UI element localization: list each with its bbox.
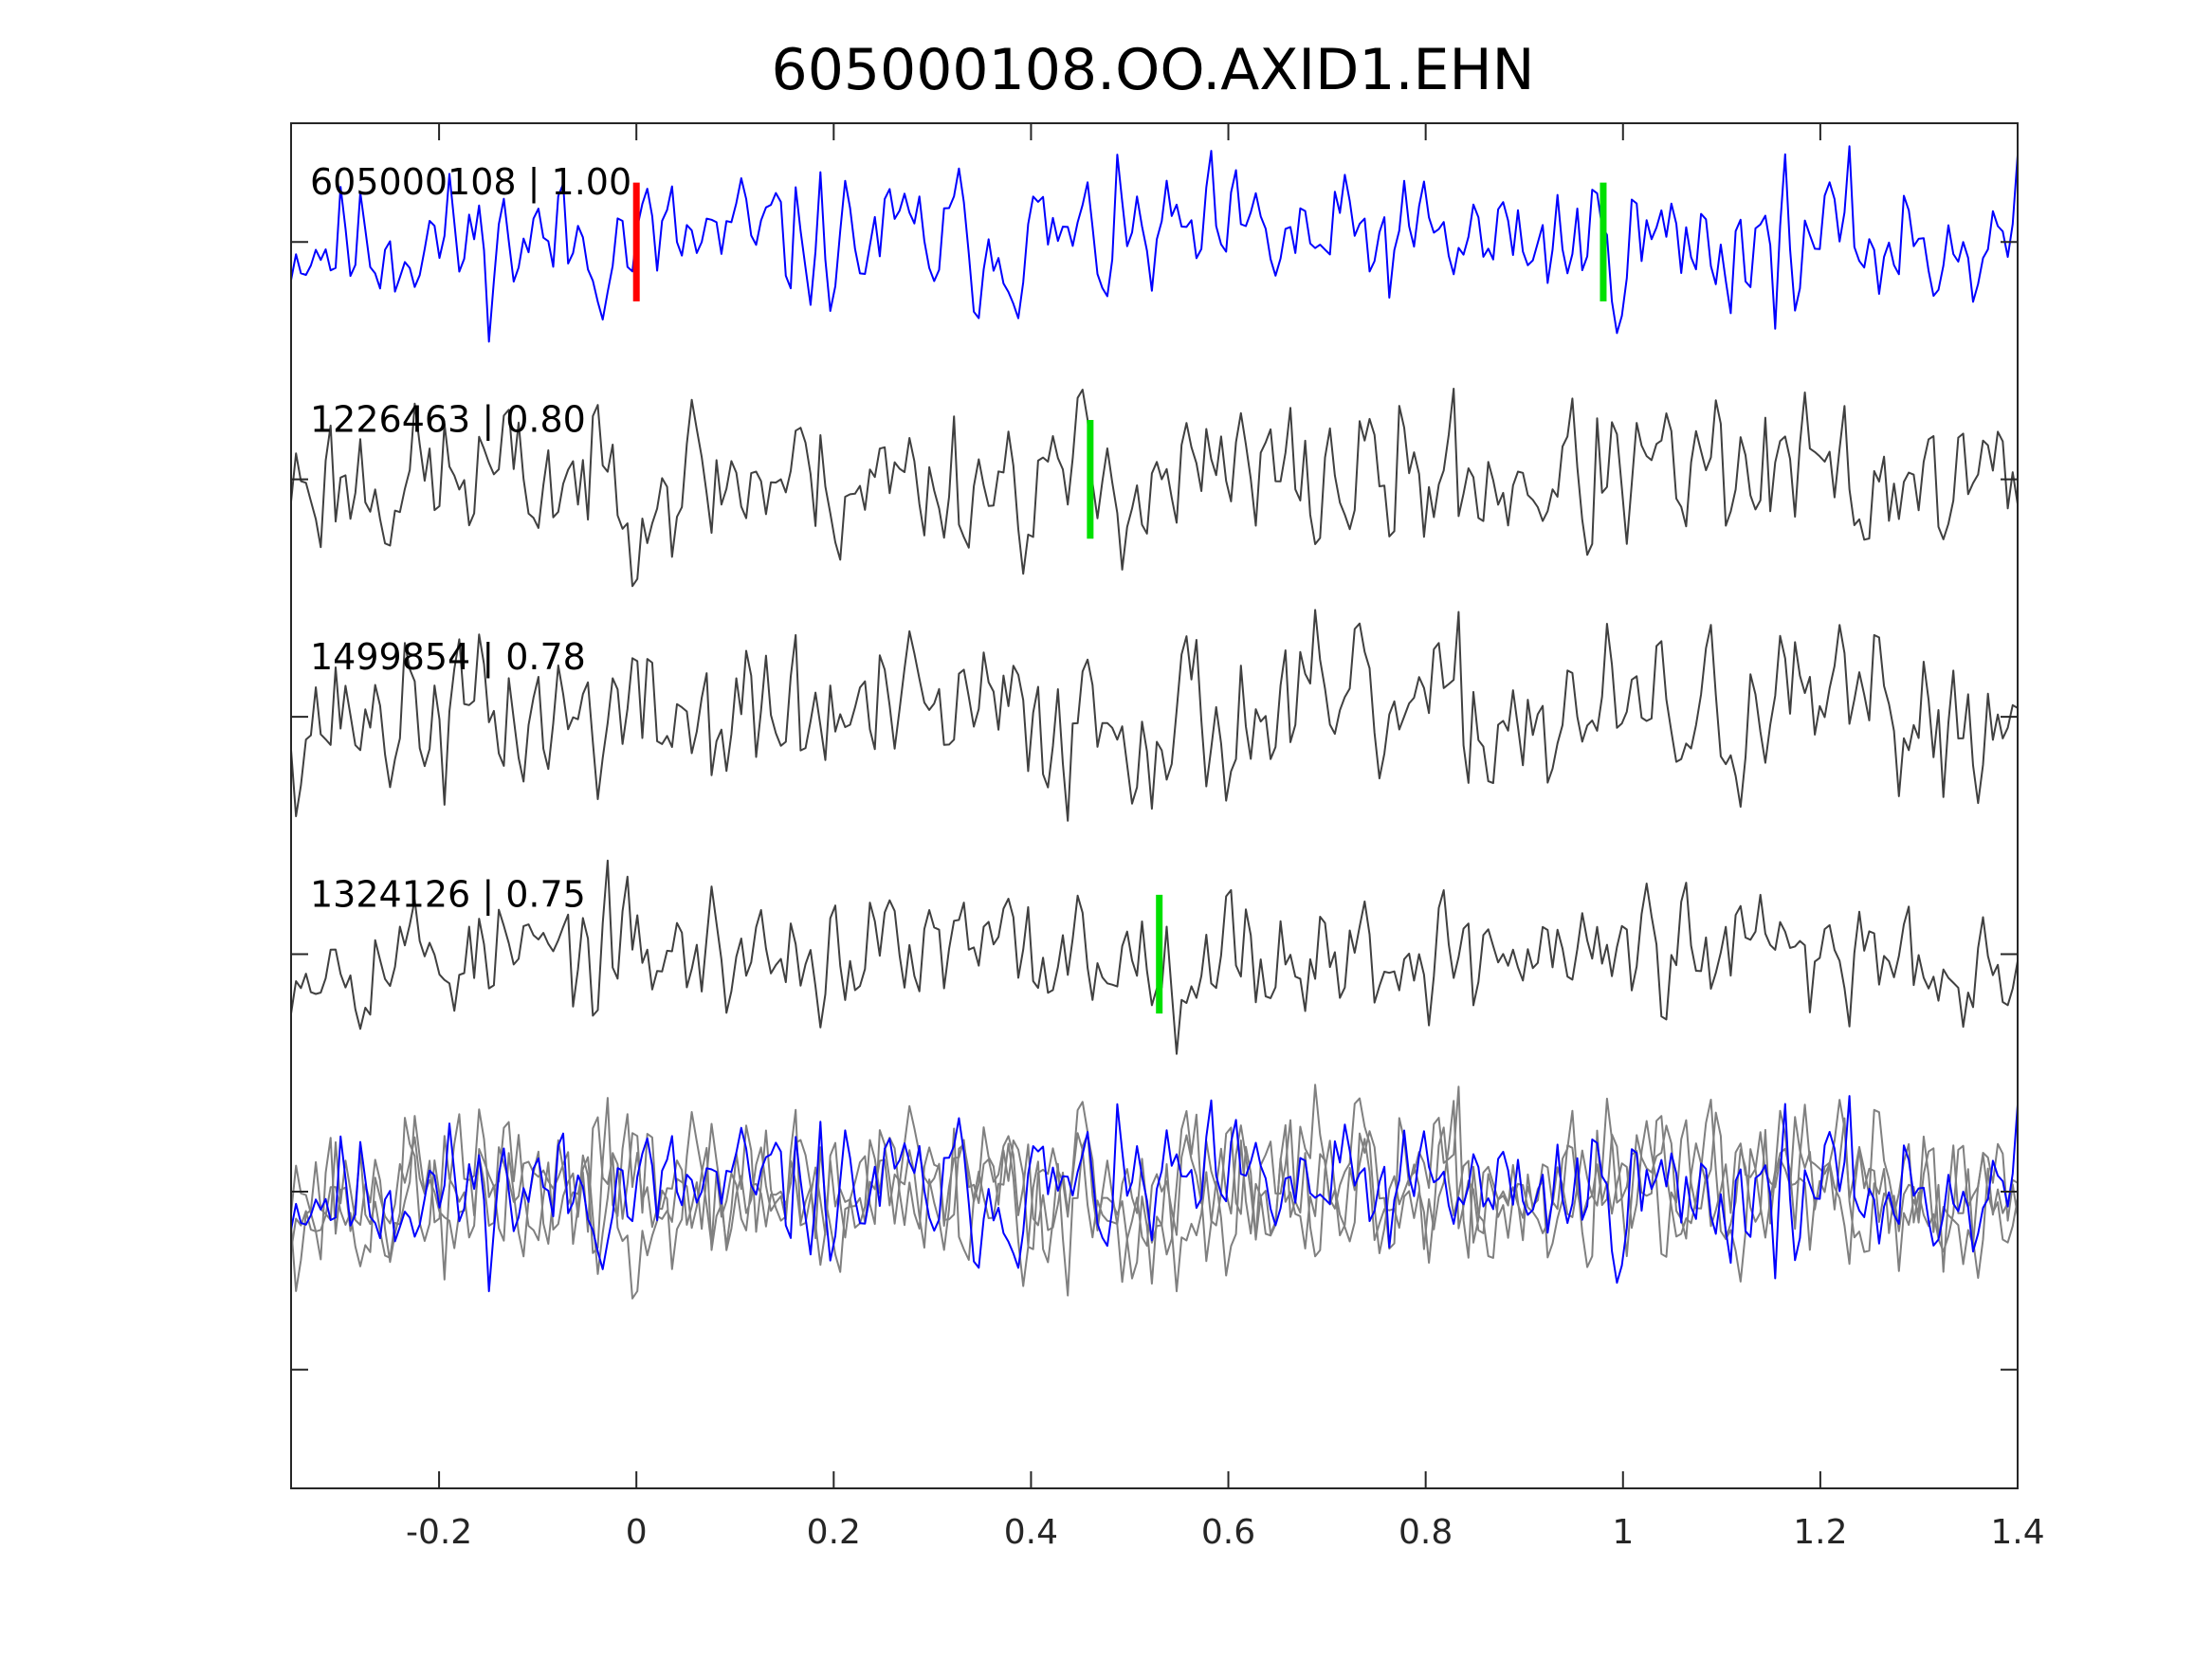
trace-label-3: 1499854 | 0.78 (310, 636, 586, 679)
x-tick-label: 1.4 (1990, 1513, 2044, 1552)
x-tick-label: 0.6 (1201, 1513, 1255, 1552)
x-tick-label: 0.8 (1398, 1513, 1453, 1552)
x-tick-label: 1 (1612, 1513, 1634, 1552)
traces-layer (290, 145, 2019, 1300)
trace-labels: 605000108 | 1.00 1226463 | 0.80 1499854 | … (310, 161, 631, 916)
x-tick-label: -0.2 (406, 1513, 472, 1552)
x-tick-label: 0.2 (807, 1513, 861, 1552)
x-tick-label: 0 (626, 1513, 648, 1552)
trace-2 (290, 388, 2019, 588)
x-tick-label: 1.2 (1793, 1513, 1847, 1552)
picks-layer (632, 182, 1607, 1014)
chart-title: 605000108.OO.AXID1.EHN (772, 37, 1535, 103)
trace-label-4: 1324126 | 0.75 (310, 874, 586, 917)
x-tick-label: 0.4 (1004, 1513, 1058, 1552)
trace-label-2: 1226463 | 0.80 (310, 399, 586, 442)
axes-frame (290, 122, 2019, 1489)
overlay-trace-4 (290, 1097, 2019, 1293)
trace-1 (290, 145, 2019, 343)
trace-4 (290, 859, 2019, 1055)
axis-ticks: -0.2 0 0.2 0.4 0.6 0.8 1 1.2 1.4 (291, 123, 2045, 1552)
overlay-trace-master (290, 1095, 2019, 1293)
trace-3 (290, 609, 2019, 822)
overlay-trace-2 (290, 1100, 2019, 1300)
trace-label-1: 605000108 | 1.00 (310, 161, 631, 204)
